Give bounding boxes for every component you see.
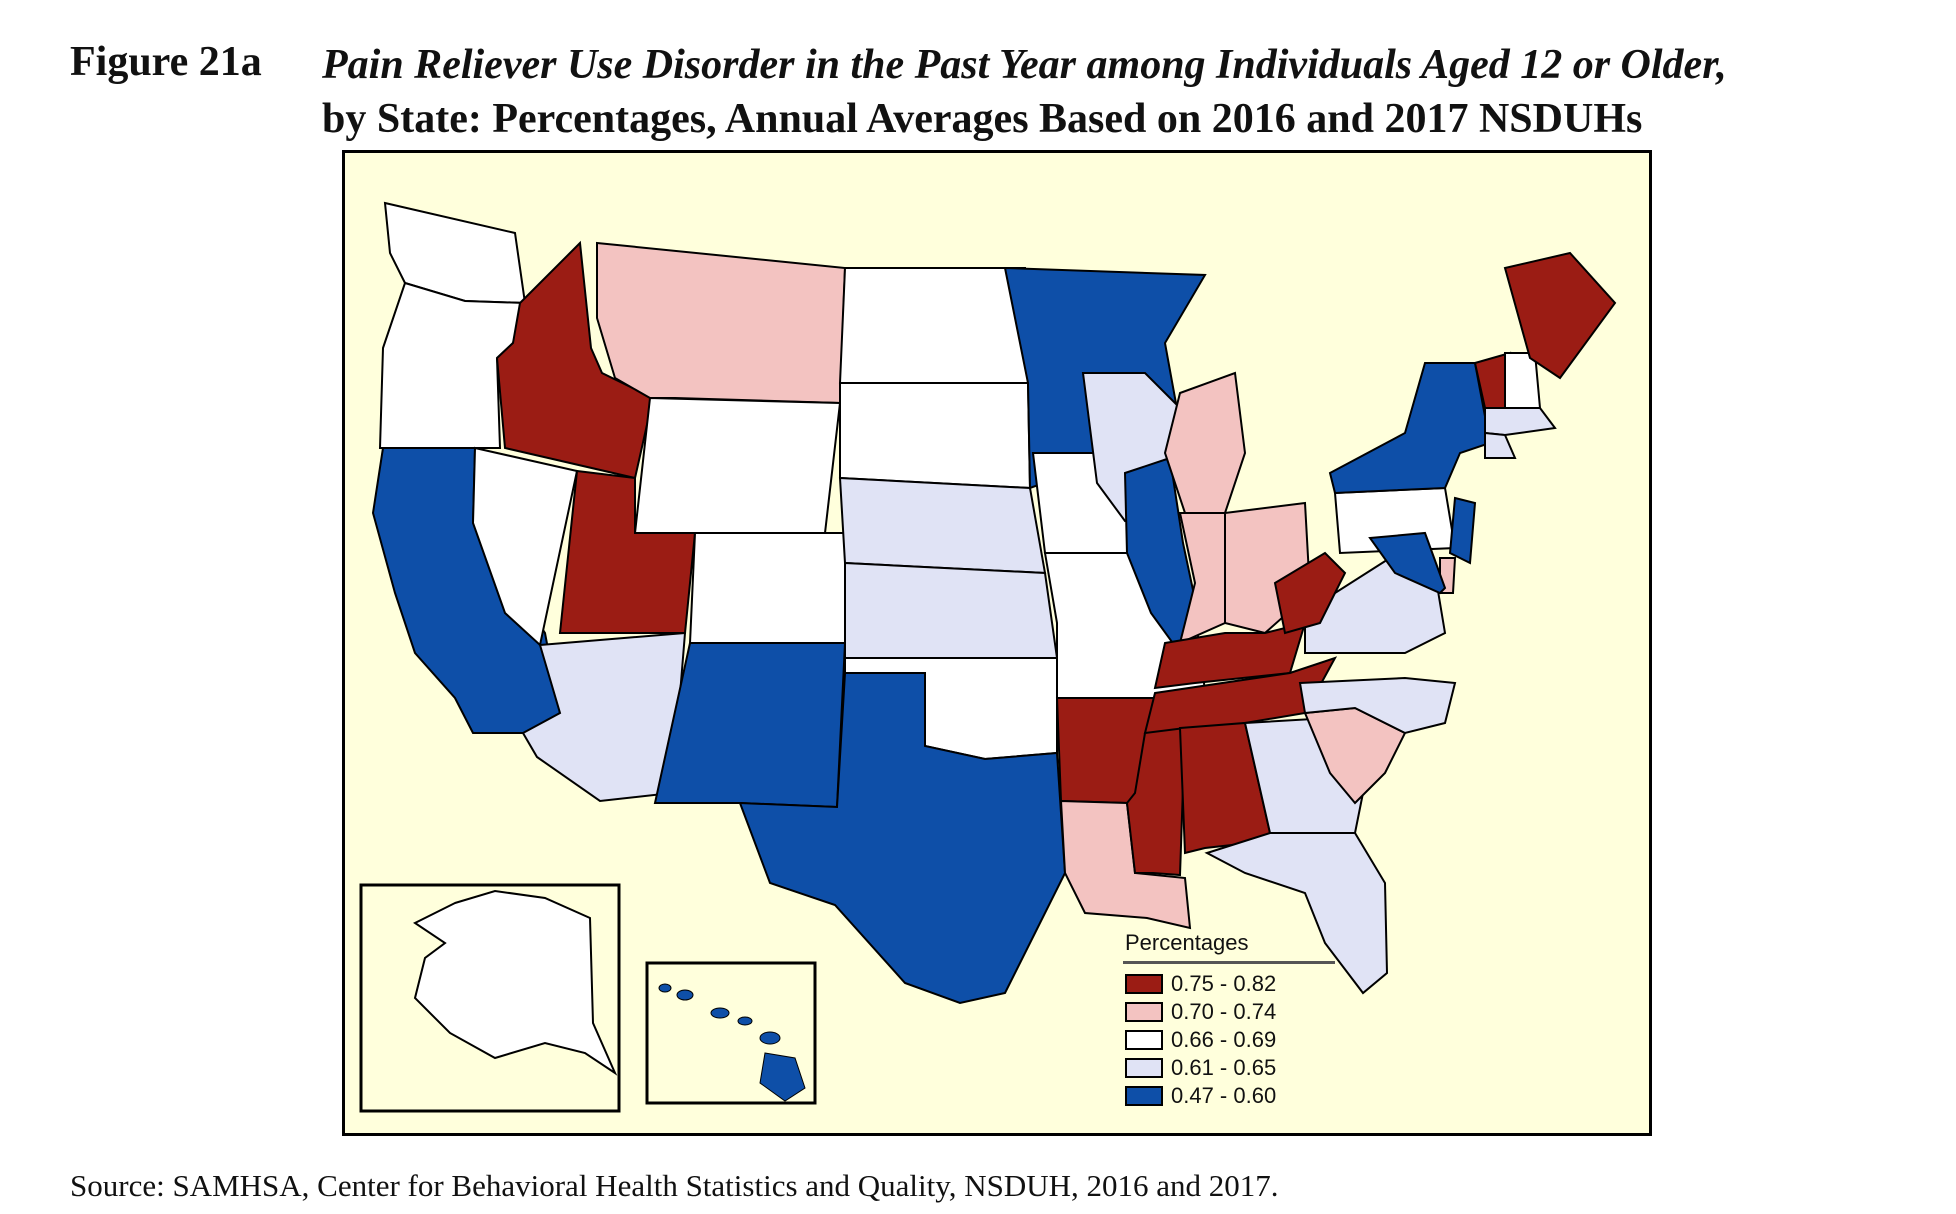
state-fl xyxy=(1204,832,1389,995)
state-hi-island-2 xyxy=(676,989,694,1001)
state-hi-island-1 xyxy=(658,983,672,993)
legend-item-1: 0.75 - 0.82 xyxy=(1125,971,1277,996)
state-hi-island-5 xyxy=(759,1031,781,1045)
legend-swatch-1 xyxy=(1125,974,1163,994)
state-sd xyxy=(839,382,1032,490)
state-va xyxy=(1304,556,1447,654)
state-mt xyxy=(596,241,847,405)
state-ne xyxy=(838,476,1047,575)
state-ks xyxy=(844,561,1059,659)
state-ak xyxy=(413,889,618,1076)
figure-title: Pain Reliever Use Disorder in the Past Y… xyxy=(322,38,1922,146)
state-wy xyxy=(633,396,842,534)
state-ct xyxy=(1484,431,1517,459)
state-nj xyxy=(1448,496,1477,565)
legend-item-5: 0.47 - 0.60 xyxy=(1125,1083,1277,1108)
legend-title: Percentages xyxy=(1125,930,1249,955)
legend-item-4: 0.61 - 0.65 xyxy=(1125,1055,1277,1080)
state-md xyxy=(1368,531,1447,595)
title-rest: by State: Percentages, Annual Averages B… xyxy=(322,96,1643,142)
state-ma xyxy=(1484,407,1557,437)
hawaii-inset xyxy=(645,961,817,1105)
legend-label-2: 0.70 - 0.74 xyxy=(1171,999,1277,1024)
legend-item-2: 0.70 - 0.74 xyxy=(1125,999,1277,1024)
state-co xyxy=(688,532,846,644)
hawaii-inset-frame xyxy=(645,961,817,1105)
state-mi xyxy=(1163,371,1247,514)
legend-swatch-2 xyxy=(1125,1002,1163,1022)
legend-swatch-5 xyxy=(1125,1086,1163,1106)
figure-number: Figure 21a xyxy=(70,39,262,85)
alaska-inset xyxy=(359,883,621,1113)
state-me xyxy=(1503,251,1617,380)
us-state-map xyxy=(359,201,1617,1113)
state-nv xyxy=(471,446,579,647)
legend-item-3: 0.66 - 0.69 xyxy=(1125,1027,1277,1052)
legend-swatch-4 xyxy=(1125,1058,1163,1078)
state-in xyxy=(1178,512,1226,645)
state-ky xyxy=(1153,621,1307,690)
source-note: Source: SAMHSA, Center for Behavioral He… xyxy=(70,1168,1279,1203)
state-az xyxy=(521,631,687,803)
state-id xyxy=(495,240,655,480)
state-hi-island-3 xyxy=(710,1007,730,1019)
state-nc xyxy=(1298,676,1457,735)
legend-swatch-3 xyxy=(1125,1030,1163,1050)
state-ny xyxy=(1328,362,1492,495)
legend-label-1: 0.75 - 0.82 xyxy=(1171,971,1277,996)
legend-label-5: 0.47 - 0.60 xyxy=(1171,1083,1277,1108)
map-frame: Percentages 0.75 - 0.82 0.70 - 0.74 0.66… xyxy=(342,150,1652,1136)
state-wv xyxy=(1273,551,1347,635)
state-nm xyxy=(653,642,847,809)
legend-label-4: 0.61 - 0.65 xyxy=(1171,1055,1277,1080)
legend-label-3: 0.66 - 0.69 xyxy=(1171,1027,1277,1052)
state-hi-island-4 xyxy=(737,1016,753,1026)
title-italic: Pain Reliever Use Disorder in the Past Y… xyxy=(322,42,1727,88)
state-nd xyxy=(838,267,1030,384)
legend-underline xyxy=(1123,961,1335,964)
state-hi-island-6 xyxy=(759,1052,806,1102)
